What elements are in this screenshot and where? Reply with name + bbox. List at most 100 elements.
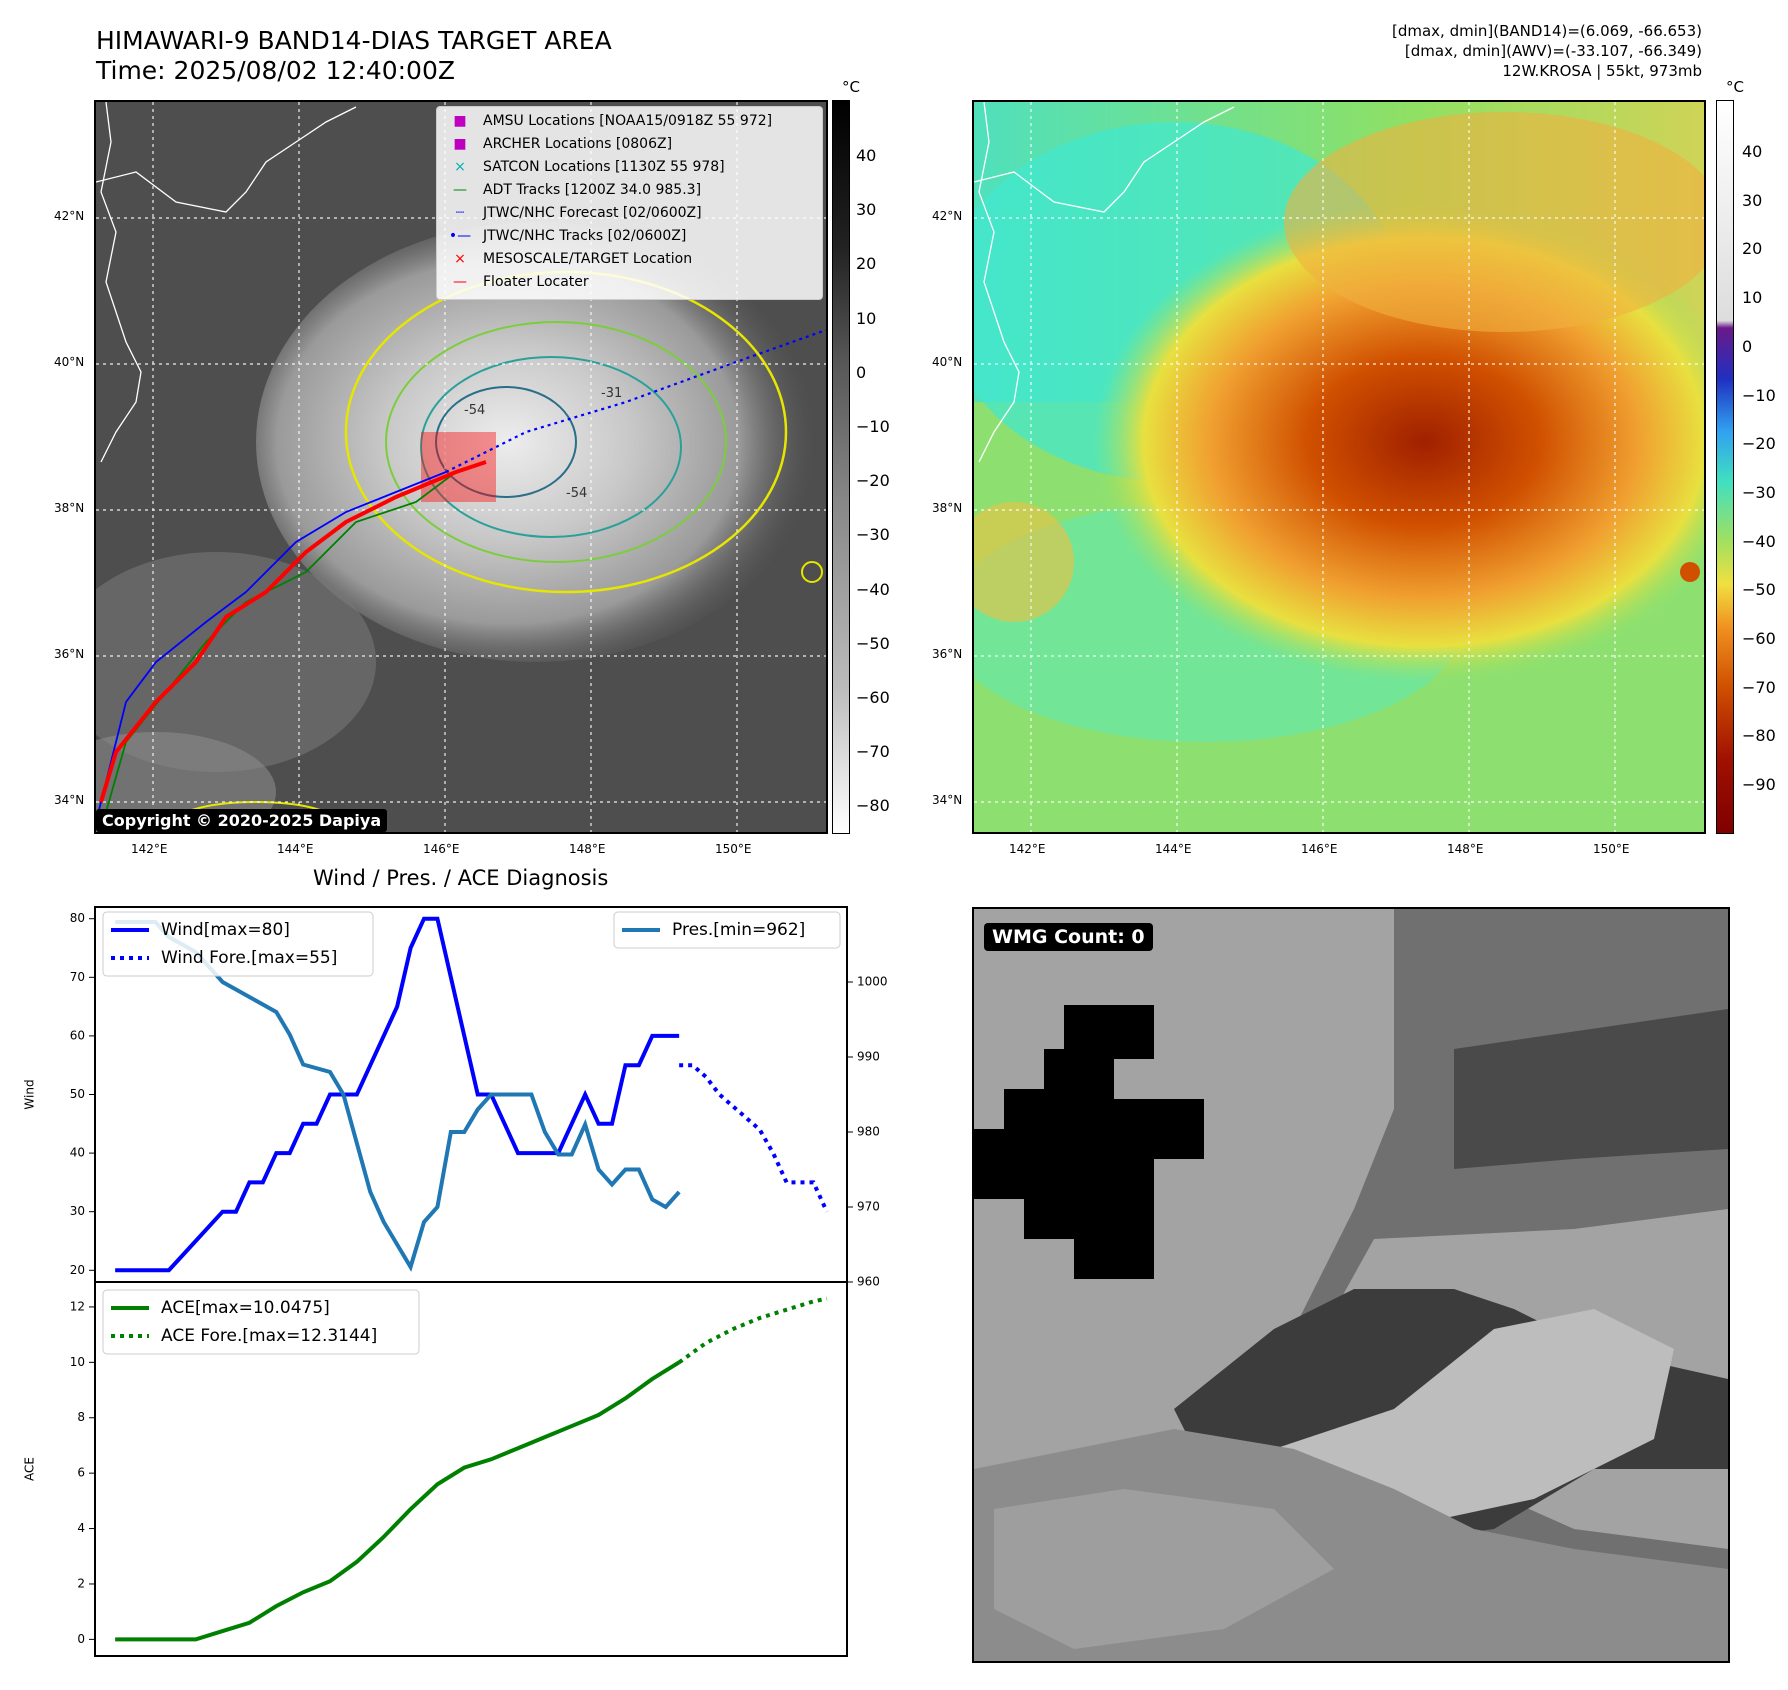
ace-tick-label: 4 xyxy=(77,1521,85,1535)
wmg-count-badge: WMG Count: 0 xyxy=(984,923,1153,951)
wind-tick-label: 80 xyxy=(70,911,85,925)
legend-item-adt: — ADT Tracks [1200Z 34.0 985.3] xyxy=(445,182,701,198)
legend-item-jtwc-forecast: ┈ JTWC/NHC Forecast [02/0600Z] xyxy=(445,205,702,221)
colorbar-tick-label: −50 xyxy=(1742,580,1776,600)
legend-label: Pres.[min=962] xyxy=(672,920,805,940)
lat-label: 38°N xyxy=(932,501,963,515)
pressure-series-line xyxy=(115,920,681,1272)
wind-tick-label: 60 xyxy=(70,1028,85,1042)
wind-tick-label: 50 xyxy=(70,1087,85,1101)
lat-label: 42°N xyxy=(54,209,85,223)
colorbar-tick-label: 30 xyxy=(1742,190,1763,210)
colorbar-tick-label: −90 xyxy=(1742,775,1776,795)
wind-legend xyxy=(102,911,374,977)
wmg-panel: WMG Count: 0 xyxy=(972,907,1730,1663)
colorbar-tick-label: −60 xyxy=(856,688,890,707)
ace-tick-label: 2 xyxy=(77,1576,85,1590)
colorbar-tick-label: −10 xyxy=(856,417,890,436)
colorbar-tick-label: −70 xyxy=(856,742,890,762)
legend-symbol-tracks: •— xyxy=(448,228,472,244)
info-band14: [dmax, dmin](BAND14)=(6.069, -66.653) xyxy=(1391,22,1702,40)
ace-axes-frame xyxy=(94,1281,848,1657)
lat-label: 36°N xyxy=(932,647,963,661)
colorbar-gray xyxy=(832,100,850,834)
colorbar-gray-unit: °C xyxy=(842,78,860,96)
ace-tick-label: 8 xyxy=(77,1410,85,1424)
ace-tick-label: 6 xyxy=(77,1466,85,1480)
legend-symbol-amsu: ■ xyxy=(453,113,467,129)
legend-item-amsu: ■ AMSU Locations [NOAA15/0918Z 55 972] xyxy=(445,113,772,129)
ace-legend xyxy=(102,1289,420,1355)
colorbar-color xyxy=(1716,100,1734,834)
lat-label: 38°N xyxy=(54,501,85,515)
legend-item-jtwc-tracks: •— JTWC/NHC Tracks [02/0600Z] xyxy=(445,228,686,244)
figure-title: HIMAWARI-9 BAND14-DIAS TARGET AREA xyxy=(96,26,612,55)
diagnosis-title: Wind / Pres. / ACE Diagnosis xyxy=(313,866,609,890)
colorbar-tick-label: −30 xyxy=(1742,482,1776,502)
legend-label: Wind[max=80] xyxy=(161,920,290,940)
colorbar-tick-label: −20 xyxy=(856,471,890,491)
wind-tick-label: 20 xyxy=(70,1263,85,1277)
colorbar-tick-label: −80 xyxy=(856,796,890,816)
colorbar-tick-label: −70 xyxy=(1742,677,1776,697)
colorbar-tick-label: −80 xyxy=(1742,726,1776,746)
legend-label: ACE[max=10.0475] xyxy=(161,1298,330,1318)
ace-tick-label: 12 xyxy=(70,1299,85,1313)
lon-label: 150°E xyxy=(715,842,752,856)
legend-symbol-archer: ■ xyxy=(453,136,467,152)
svg-text:-31: -31 xyxy=(601,386,622,401)
legend-label: ACE Fore.[max=12.3144] xyxy=(161,1326,377,1346)
colorbar-tick-label: −40 xyxy=(1742,531,1776,551)
legend-symbol-adt: — xyxy=(453,182,467,198)
ace-series-line xyxy=(115,1360,681,1642)
lon-label: 142°E xyxy=(131,842,168,856)
pressure-tick-label: 960 xyxy=(857,1275,880,1289)
wind-series-line xyxy=(115,916,680,1273)
legend-symbol-target: × xyxy=(454,251,466,267)
info-storm: 12W.KROSA | 55kt, 973mb xyxy=(1502,62,1702,80)
awv-map-image xyxy=(974,102,1704,832)
ace-axis-label: ACE xyxy=(23,1457,37,1481)
svg-text:-54: -54 xyxy=(566,486,587,501)
lon-label: 150°E xyxy=(1593,842,1630,856)
colorbar-tick-label: 0 xyxy=(856,362,867,382)
info-awv: [dmax, dmin](AWV)=(-33.107, -66.349) xyxy=(1404,42,1702,60)
legend-symbol-floater: — xyxy=(453,274,467,290)
lat-label: 42°N xyxy=(932,209,963,223)
band14-map: -54 -31 -54 ■ AMSU Locations [NOAA15/0918… xyxy=(94,100,828,834)
lon-label: 144°E xyxy=(1155,842,1192,856)
colorbar-tick-label: 0 xyxy=(1742,336,1753,356)
wind-tick-label: 70 xyxy=(70,970,85,984)
legend-item-floater: — Floater Locater xyxy=(445,274,589,290)
colorbar-tick-label: −30 xyxy=(856,525,890,545)
lat-label: 40°N xyxy=(54,355,85,369)
colorbar-tick-label: 40 xyxy=(1742,142,1763,161)
lon-label: 148°E xyxy=(1447,842,1484,856)
legend-symbol-forecast: ┈ xyxy=(455,205,465,221)
wind-forecast-series-line xyxy=(679,1063,829,1213)
wmg-image xyxy=(974,909,1728,1661)
colorbar-tick-label: −40 xyxy=(856,579,890,599)
svg-text:-54: -54 xyxy=(464,403,485,418)
lon-label: 146°E xyxy=(1301,842,1338,856)
colorbar-color-unit: °C xyxy=(1726,78,1744,96)
copyright-label: Copyright © 2020-2025 Dapiya xyxy=(96,809,388,832)
map-legend: ■ AMSU Locations [NOAA15/0918Z 55 972] ■ A… xyxy=(436,106,823,300)
colorbar-tick-label: −20 xyxy=(1742,434,1776,454)
legend-item-satcon: × SATCON Locations [1130Z 55 978] xyxy=(445,159,725,175)
pressure-tick-label: 980 xyxy=(857,1125,880,1139)
figure-time: Time: 2025/08/02 12:40:00Z xyxy=(96,56,455,85)
colorbar-tick-label: 10 xyxy=(856,308,877,328)
lat-label: 34°N xyxy=(932,793,963,807)
ace-forecast-series-line xyxy=(677,1296,828,1364)
pressure-tick-label: 1000 xyxy=(857,975,888,989)
diagnosis-chart: 203040506070809609709809901000WindPressu… xyxy=(23,906,888,1657)
awv-map xyxy=(972,100,1706,834)
wind-axis-label: Wind xyxy=(23,1079,37,1109)
legend-symbol-satcon: × xyxy=(454,159,466,175)
pressure-tick-label: 990 xyxy=(857,1050,880,1064)
legend-item-archer: ■ ARCHER Locations [0806Z] xyxy=(445,136,672,152)
colorbar-tick-label: 40 xyxy=(856,146,877,165)
lat-label: 36°N xyxy=(54,647,85,661)
lon-label: 148°E xyxy=(569,842,606,856)
